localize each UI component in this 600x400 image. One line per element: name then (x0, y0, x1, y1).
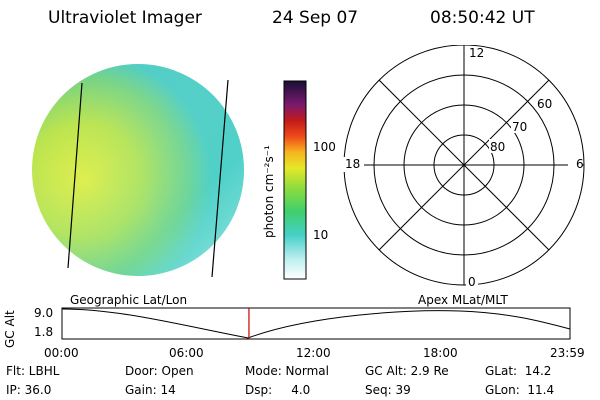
orbit-xtick-1200: 12:00 (296, 346, 331, 360)
orbit-ytick-9: 9.0 (34, 306, 54, 320)
polar-plot (342, 45, 585, 287)
status-gc-alt: GC Alt: 2.9 Re (365, 364, 449, 378)
mlt-label-18: 18 (345, 157, 361, 171)
status-gain: Gain: 14 (125, 383, 176, 397)
earth-image (32, 64, 244, 278)
status-filter: Flt: LBHL (6, 364, 60, 378)
colorbar-unit-label: photon cm⁻²s⁻¹ (262, 145, 276, 238)
mlt-label-12: 12 (469, 46, 485, 60)
altitude-curve (61, 308, 571, 339)
orbit-axis-label: GC Alt (3, 310, 17, 348)
mlat-label-80: 80 (490, 140, 506, 154)
colorbar-gradient (283, 80, 307, 280)
orbit-xtick-0600: 06:00 (169, 346, 204, 360)
date-label: 24 Sep 07 (272, 8, 359, 28)
orbit-xtick-0000: 00:00 (44, 346, 79, 360)
status-mode: Mode: Normal (245, 364, 329, 378)
status-glat: GLat: 14.2 (485, 364, 552, 378)
longitude-line-right (211, 79, 229, 278)
orbit-ytick-1_8: 1.8 (34, 325, 54, 339)
status-dsp: Dsp: 4.0 (245, 383, 311, 397)
colorbar (283, 80, 307, 280)
polar-diagonal-2 (378, 79, 550, 251)
orbit-xtick-1800: 18:00 (423, 346, 458, 360)
mlat-label-70: 70 (512, 120, 528, 134)
status-door: Door: Open (125, 364, 194, 378)
colorbar-tick-10: 10 (313, 228, 329, 242)
earth-shading (32, 64, 244, 276)
status-seq: Seq: 39 (365, 383, 411, 397)
orbit-panel (61, 307, 571, 340)
status-ip: IP: 36.0 (6, 383, 52, 397)
orbit-frame (61, 307, 571, 340)
mlt-label-6: 6 (576, 157, 584, 171)
status-glon: GLon: 11.4 (485, 383, 555, 397)
colorbar-tick-100: 100 (313, 140, 336, 154)
mlat-label-60: 60 (537, 97, 553, 111)
orbit-xtick-2359: 23:59 (550, 346, 585, 360)
mlt-label-0: 0 (468, 275, 476, 289)
longitude-line-left (67, 82, 83, 269)
orbit-left-caption: Geographic Lat/Lon (70, 293, 188, 307)
orbit-right-caption: Apex MLat/MLT (418, 293, 508, 307)
app-title: Ultraviolet Imager (48, 8, 202, 28)
time-label: 08:50:42 UT (430, 8, 535, 28)
